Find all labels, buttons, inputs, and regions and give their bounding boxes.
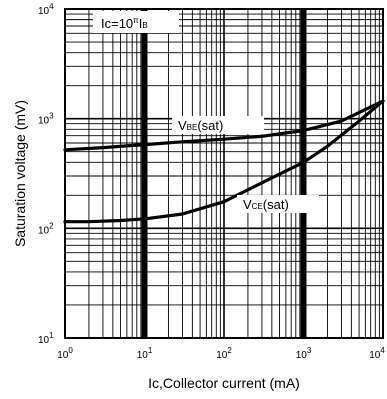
plot-frame xyxy=(64,8,384,339)
x-axis-label: Ic,Collector current (mA) xyxy=(148,375,300,391)
series-label-bg-1 xyxy=(237,195,319,213)
chart-series xyxy=(63,99,385,224)
series-label-0: VBE(sat) xyxy=(178,118,223,133)
x-tick-label: 103 xyxy=(296,346,312,361)
x-tick-label: 100 xyxy=(57,346,73,361)
y-tick-label: 104 xyxy=(38,2,54,17)
y-tick-label: 102 xyxy=(38,221,54,236)
y-tick-label: 103 xyxy=(38,112,54,127)
series-line-0 xyxy=(63,99,385,152)
series-label-bg-0 xyxy=(172,116,264,134)
x-tick-label: 102 xyxy=(216,346,232,361)
y-axis-label: Saturation voltage (mV) xyxy=(12,100,28,247)
chart-grid xyxy=(64,9,383,339)
series-label-1: VCE(sat) xyxy=(243,197,289,212)
chart-labels: Ic,Collector current (mA) Saturation volt… xyxy=(12,11,319,391)
y-tick-label: 101 xyxy=(38,331,54,346)
x-tick-label: 101 xyxy=(137,346,153,361)
x-tick-label: 104 xyxy=(369,346,385,361)
condition-label: Ic=10πIB xyxy=(101,16,148,31)
series-line-1 xyxy=(63,99,385,224)
condition-box xyxy=(93,11,179,33)
